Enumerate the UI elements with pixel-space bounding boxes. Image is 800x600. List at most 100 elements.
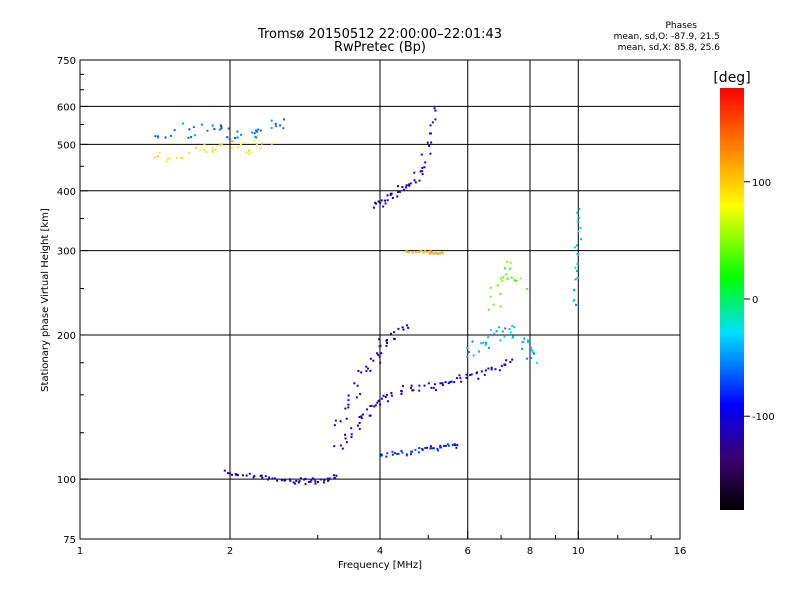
data-point bbox=[419, 170, 422, 173]
data-point bbox=[294, 482, 297, 485]
y-tick-label: 75 bbox=[63, 535, 76, 546]
data-point bbox=[419, 249, 422, 252]
data-point bbox=[503, 267, 506, 270]
data-point bbox=[499, 277, 502, 280]
data-point bbox=[513, 279, 516, 282]
x-tick-label: 16 bbox=[674, 546, 687, 557]
data-point bbox=[436, 449, 439, 452]
data-point bbox=[202, 148, 205, 151]
data-point bbox=[339, 420, 342, 423]
data-point bbox=[369, 369, 372, 372]
data-point bbox=[268, 476, 271, 479]
data-point bbox=[297, 481, 300, 484]
data-point bbox=[573, 288, 576, 291]
data-point bbox=[251, 131, 254, 134]
data-point bbox=[181, 157, 184, 160]
data-point bbox=[411, 450, 414, 453]
data-point bbox=[426, 446, 429, 449]
data-point bbox=[574, 266, 577, 269]
data-point bbox=[266, 478, 269, 481]
data-point bbox=[573, 298, 576, 301]
data-point bbox=[180, 156, 183, 159]
data-point bbox=[578, 208, 581, 211]
data-point bbox=[410, 384, 413, 387]
data-point bbox=[509, 361, 512, 364]
data-point bbox=[412, 389, 415, 392]
data-point bbox=[576, 263, 579, 266]
data-point bbox=[240, 133, 243, 136]
data-point bbox=[284, 479, 287, 482]
x-tick-label: 1 bbox=[77, 546, 83, 557]
data-point bbox=[236, 474, 239, 477]
data-point bbox=[328, 477, 331, 480]
data-point bbox=[424, 447, 427, 450]
data-point bbox=[477, 377, 480, 380]
data-point bbox=[319, 478, 322, 481]
data-point bbox=[231, 473, 234, 476]
data-point bbox=[245, 474, 248, 477]
data-point bbox=[386, 400, 389, 403]
data-point bbox=[515, 280, 518, 283]
data-point bbox=[219, 124, 222, 127]
data-point bbox=[298, 480, 301, 483]
y-tick-label: 500 bbox=[57, 140, 76, 151]
data-point bbox=[505, 260, 508, 263]
data-point bbox=[480, 370, 483, 373]
data-point bbox=[347, 403, 350, 406]
data-point bbox=[505, 359, 508, 362]
data-point bbox=[400, 390, 403, 393]
data-point bbox=[390, 192, 393, 195]
colorbar-tick-label: 0 bbox=[752, 295, 758, 306]
data-point bbox=[399, 190, 402, 193]
data-point bbox=[380, 397, 383, 400]
data-point bbox=[386, 342, 389, 345]
data-point bbox=[154, 135, 157, 138]
data-point bbox=[439, 444, 442, 447]
data-point bbox=[223, 469, 226, 472]
data-point bbox=[440, 251, 443, 254]
data-point bbox=[295, 479, 298, 482]
data-point bbox=[230, 147, 233, 150]
data-point bbox=[373, 405, 376, 408]
data-point bbox=[485, 341, 488, 344]
data-point bbox=[391, 197, 394, 200]
data-point bbox=[429, 152, 432, 155]
data-point bbox=[490, 366, 493, 369]
data-point bbox=[526, 287, 529, 290]
data-point bbox=[430, 447, 433, 450]
data-point bbox=[378, 345, 381, 348]
data-point bbox=[432, 386, 435, 389]
data-point bbox=[444, 381, 447, 384]
y-axis: 75 100 200 300 400 500 600 750 bbox=[57, 56, 88, 546]
data-point bbox=[509, 261, 512, 264]
data-point bbox=[165, 160, 168, 163]
data-point bbox=[448, 381, 451, 384]
data-point bbox=[156, 135, 159, 138]
data-point bbox=[458, 374, 461, 377]
data-point bbox=[182, 122, 185, 125]
data-point bbox=[280, 479, 283, 482]
data-point bbox=[390, 391, 393, 394]
data-point bbox=[314, 480, 317, 483]
data-point bbox=[358, 416, 361, 419]
data-point bbox=[231, 140, 234, 143]
data-point bbox=[344, 433, 347, 436]
grid bbox=[80, 60, 680, 539]
data-point bbox=[500, 364, 503, 367]
data-point bbox=[292, 481, 295, 484]
data-point bbox=[214, 148, 217, 151]
data-point bbox=[523, 337, 526, 340]
data-point bbox=[158, 151, 161, 154]
data-point bbox=[578, 216, 581, 219]
data-point bbox=[360, 415, 363, 418]
data-point bbox=[376, 401, 379, 404]
data-point bbox=[334, 419, 337, 422]
data-point bbox=[431, 121, 434, 124]
data-point bbox=[353, 382, 356, 385]
data-point bbox=[259, 129, 262, 132]
data-point bbox=[385, 344, 388, 347]
data-point bbox=[511, 358, 514, 361]
data-point bbox=[414, 448, 417, 451]
data-point bbox=[327, 479, 330, 482]
